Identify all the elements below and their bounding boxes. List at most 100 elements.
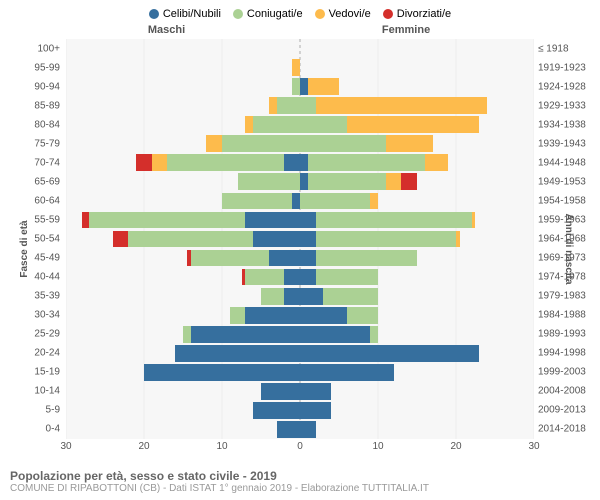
age-label: 60-64: [0, 195, 64, 206]
bar-segment-female: [316, 97, 488, 114]
legend-swatch: [233, 9, 243, 19]
bar-segment-female: [300, 421, 316, 438]
bar-segment-male: [292, 78, 300, 95]
legend-label: Vedovi/e: [329, 8, 371, 20]
birth-label: 2014-2018: [538, 424, 598, 435]
bar-segment-female: [300, 173, 308, 190]
birth-label: 1979-1983: [538, 291, 598, 302]
bar-segment-male: [245, 116, 253, 133]
bar-segment-female: [456, 231, 460, 248]
bar-segment-female: [425, 154, 448, 171]
legend-item: Divorziati/e: [383, 8, 451, 20]
bar-segment-female: [308, 154, 425, 171]
age-label: 75-79: [0, 138, 64, 149]
bar-segment-female: [300, 326, 370, 343]
birth-label: 2004-2008: [538, 386, 598, 397]
bar-segment-female: [386, 135, 433, 152]
bar-segment-male: [292, 193, 300, 210]
bar-segment-female: [300, 402, 331, 419]
legend-item: Vedovi/e: [315, 8, 371, 20]
x-tick: 20: [138, 441, 149, 452]
bar-segment-male: [89, 212, 245, 229]
birth-label: 1974-1978: [538, 272, 598, 283]
female-header: Femmine: [382, 24, 430, 36]
bar-segment-male: [277, 97, 300, 114]
bar-segment-male: [284, 269, 300, 286]
age-label: 65-69: [0, 176, 64, 187]
bar-segment-female: [347, 307, 378, 324]
male-header: Maschi: [148, 24, 185, 36]
bar-segment-male: [269, 250, 300, 267]
legend-label: Coniugati/e: [247, 8, 303, 20]
bar-segment-male: [136, 154, 152, 171]
age-label: 35-39: [0, 291, 64, 302]
legend-item: Celibi/Nubili: [149, 8, 221, 20]
bar-segment-male: [206, 135, 222, 152]
legend-label: Celibi/Nubili: [163, 8, 221, 20]
age-label: 55-59: [0, 214, 64, 225]
bar-segment-female: [300, 307, 347, 324]
bar-segment-female: [300, 364, 394, 381]
bar-segment-female: [308, 173, 386, 190]
bar-segment-female: [316, 231, 456, 248]
bar-segment-female: [316, 212, 472, 229]
bar-segment-male: [292, 59, 300, 76]
bar-segment-male: [245, 269, 284, 286]
bar-segment-female: [300, 288, 323, 305]
bar-segment-male: [128, 231, 253, 248]
bar-segment-female: [300, 154, 308, 171]
bar-segment-male: [253, 116, 300, 133]
legend-swatch: [315, 9, 325, 19]
bar-segment-male: [144, 364, 300, 381]
bar-segment-female: [300, 135, 386, 152]
age-label: 95-99: [0, 62, 64, 73]
age-label: 80-84: [0, 119, 64, 130]
bar-segment-female: [300, 116, 347, 133]
bar-segment-female: [300, 269, 316, 286]
legend-swatch: [383, 9, 393, 19]
bar-segment-female: [300, 345, 479, 362]
y-axis-title-left: Fasce di età: [19, 220, 30, 277]
legend: Celibi/Nubili Coniugati/e Vedovi/e Divorzia…: [0, 0, 600, 24]
bar-segment-male: [261, 383, 300, 400]
bar-segment-male: [167, 154, 284, 171]
bar-segment-male: [191, 326, 300, 343]
birth-label: 1994-1998: [538, 348, 598, 359]
bar-segment-female: [370, 326, 378, 343]
birth-label: 1934-1938: [538, 119, 598, 130]
bar-segment-female: [347, 116, 480, 133]
birth-label: 1929-1933: [538, 100, 598, 111]
bar-segment-male: [253, 231, 300, 248]
chart-source: COMUNE DI RIPABOTTONI (CB) - Dati ISTAT …: [10, 483, 590, 494]
age-label: 10-14: [0, 386, 64, 397]
bar-segment-female: [300, 78, 308, 95]
bar-segment-male: [222, 193, 292, 210]
bar-segment-male: [113, 231, 129, 248]
chart-footer: Popolazione per età, sesso e stato civil…: [10, 469, 590, 494]
legend-item: Coniugati/e: [233, 8, 303, 20]
bar-segment-male: [277, 421, 300, 438]
birth-label: 2009-2013: [538, 405, 598, 416]
bar-segment-male: [242, 269, 246, 286]
bar-segment-female: [300, 212, 316, 229]
age-label: 5-9: [0, 405, 64, 416]
x-tick: 0: [297, 441, 303, 452]
bar-segment-male: [187, 250, 191, 267]
bar-segment-female: [300, 231, 316, 248]
birth-label: 1984-1988: [538, 310, 598, 321]
bar-segment-male: [152, 154, 168, 171]
bar-segment-female: [323, 288, 378, 305]
birth-label: 1954-1958: [538, 195, 598, 206]
age-label: 50-54: [0, 234, 64, 245]
age-label: 40-44: [0, 272, 64, 283]
age-label: 20-24: [0, 348, 64, 359]
x-tick: 10: [372, 441, 383, 452]
pyramid-chart: Fasce di età Anni di nascita 30201001020…: [0, 39, 600, 459]
age-label: 100+: [0, 43, 64, 54]
bar-segment-male: [269, 97, 277, 114]
bar-segment-female: [316, 250, 417, 267]
bar-segment-female: [300, 193, 370, 210]
age-label: 0-4: [0, 424, 64, 435]
bar-segment-female: [316, 269, 378, 286]
chart-title: Popolazione per età, sesso e stato civil…: [10, 469, 590, 483]
